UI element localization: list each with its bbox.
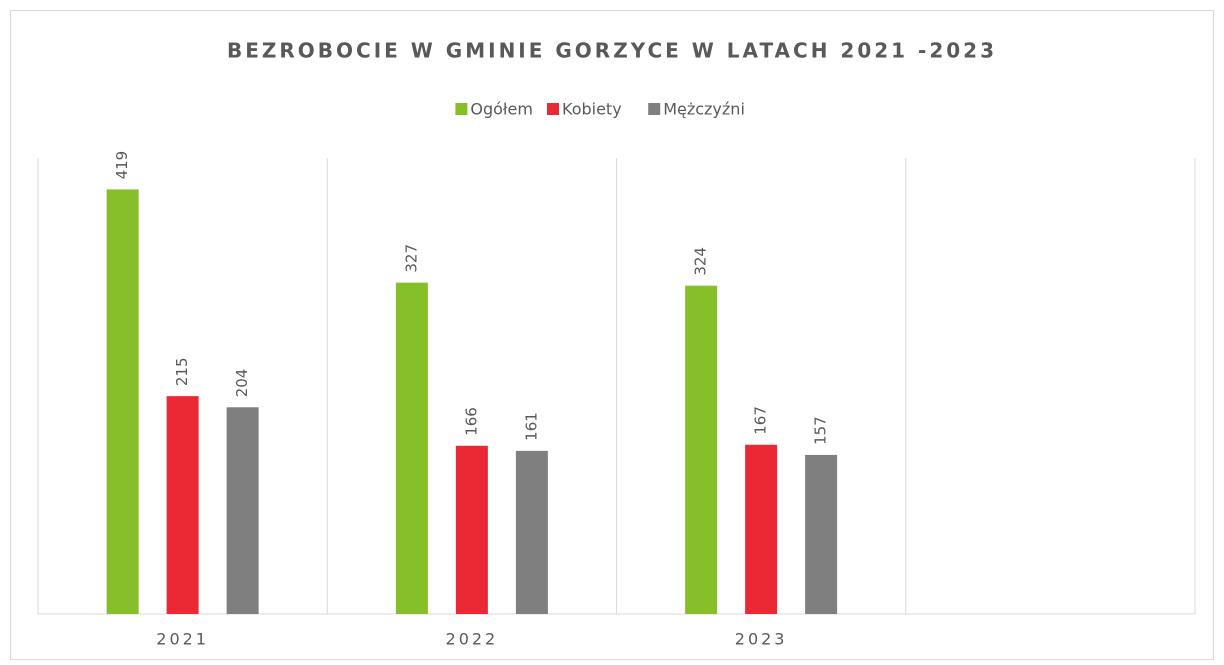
legend-label: Kobiety	[562, 100, 622, 119]
bar	[805, 454, 838, 614]
data-label: 215	[173, 357, 191, 386]
bar	[515, 450, 548, 614]
bar	[745, 444, 778, 614]
data-label: 157	[812, 416, 830, 445]
data-label: 166	[462, 407, 480, 436]
legend-swatch	[547, 103, 559, 115]
data-label: 161	[522, 412, 540, 441]
bar	[166, 396, 199, 614]
x-tick-label: 2021	[156, 630, 209, 649]
legend-swatch	[455, 103, 468, 115]
chart-border	[10, 10, 1214, 660]
data-label: 419	[113, 151, 131, 180]
x-tick-label: 2022	[446, 630, 499, 649]
data-label: 204	[233, 369, 251, 398]
bar	[226, 407, 259, 614]
legend-label: Ogółem	[470, 100, 533, 119]
bar	[685, 285, 718, 614]
bar	[106, 189, 139, 614]
bar	[395, 282, 428, 614]
legend-label: Mężczyźni	[663, 100, 745, 119]
data-label: 327	[402, 244, 420, 273]
data-label: 324	[692, 247, 710, 276]
x-tick-label: 2023	[735, 630, 788, 649]
chart-title: BEZROBOCIE W GMINIE GORZYCE W LATACH 202…	[227, 39, 997, 63]
bar	[455, 445, 488, 614]
data-label: 167	[752, 406, 770, 435]
legend-swatch	[648, 103, 661, 115]
